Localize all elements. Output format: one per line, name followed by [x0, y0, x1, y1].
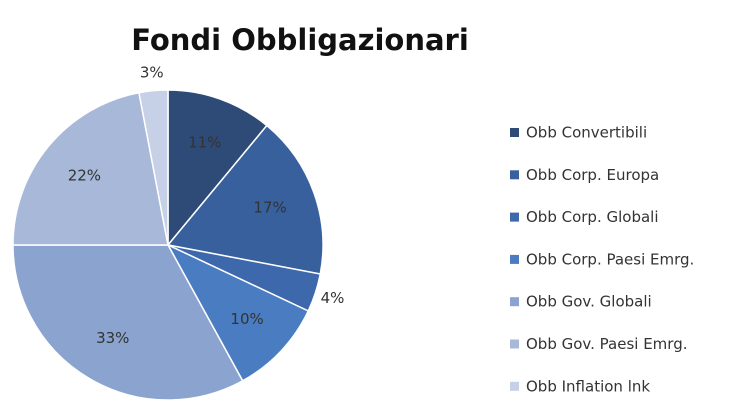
legend-label: Obb Corp. Paesi Emrg.	[526, 250, 694, 268]
pie-slice	[12, 91, 169, 246]
chart-title: Fondi Obbligazionari	[131, 23, 469, 57]
data-label: 3%	[140, 63, 164, 81]
pie-slice	[166, 124, 324, 275]
data-label: 17%	[253, 199, 286, 217]
legend-swatch	[510, 381, 519, 391]
data-label: 11%	[188, 133, 221, 151]
data-label: 10%	[230, 310, 263, 328]
legend-label: Obb Gov. Paesi Emrg.	[526, 335, 688, 353]
legend-swatch	[510, 297, 519, 307]
data-label: 4%	[321, 289, 345, 307]
legend-swatch	[510, 212, 519, 222]
legend-swatch	[510, 339, 519, 349]
legend-label: Obb Convertibili	[526, 124, 647, 142]
legend-swatch	[510, 128, 519, 137]
legend-label: Obb Corp. Globali	[526, 208, 659, 226]
legend-label: Obb Corp. Europa	[526, 166, 659, 184]
data-label: 22%	[68, 166, 101, 184]
data-label: 33%	[96, 329, 129, 347]
pie-slice	[166, 243, 310, 382]
pie-slice	[138, 89, 169, 246]
pie-slice	[12, 244, 244, 401]
legend-swatch	[510, 254, 519, 264]
pie-slice	[167, 89, 268, 248]
legend-label: Obb Inflation lnk	[526, 377, 650, 395]
legend-label: Obb Gov. Globali	[526, 293, 652, 311]
legend-swatch	[510, 170, 519, 180]
